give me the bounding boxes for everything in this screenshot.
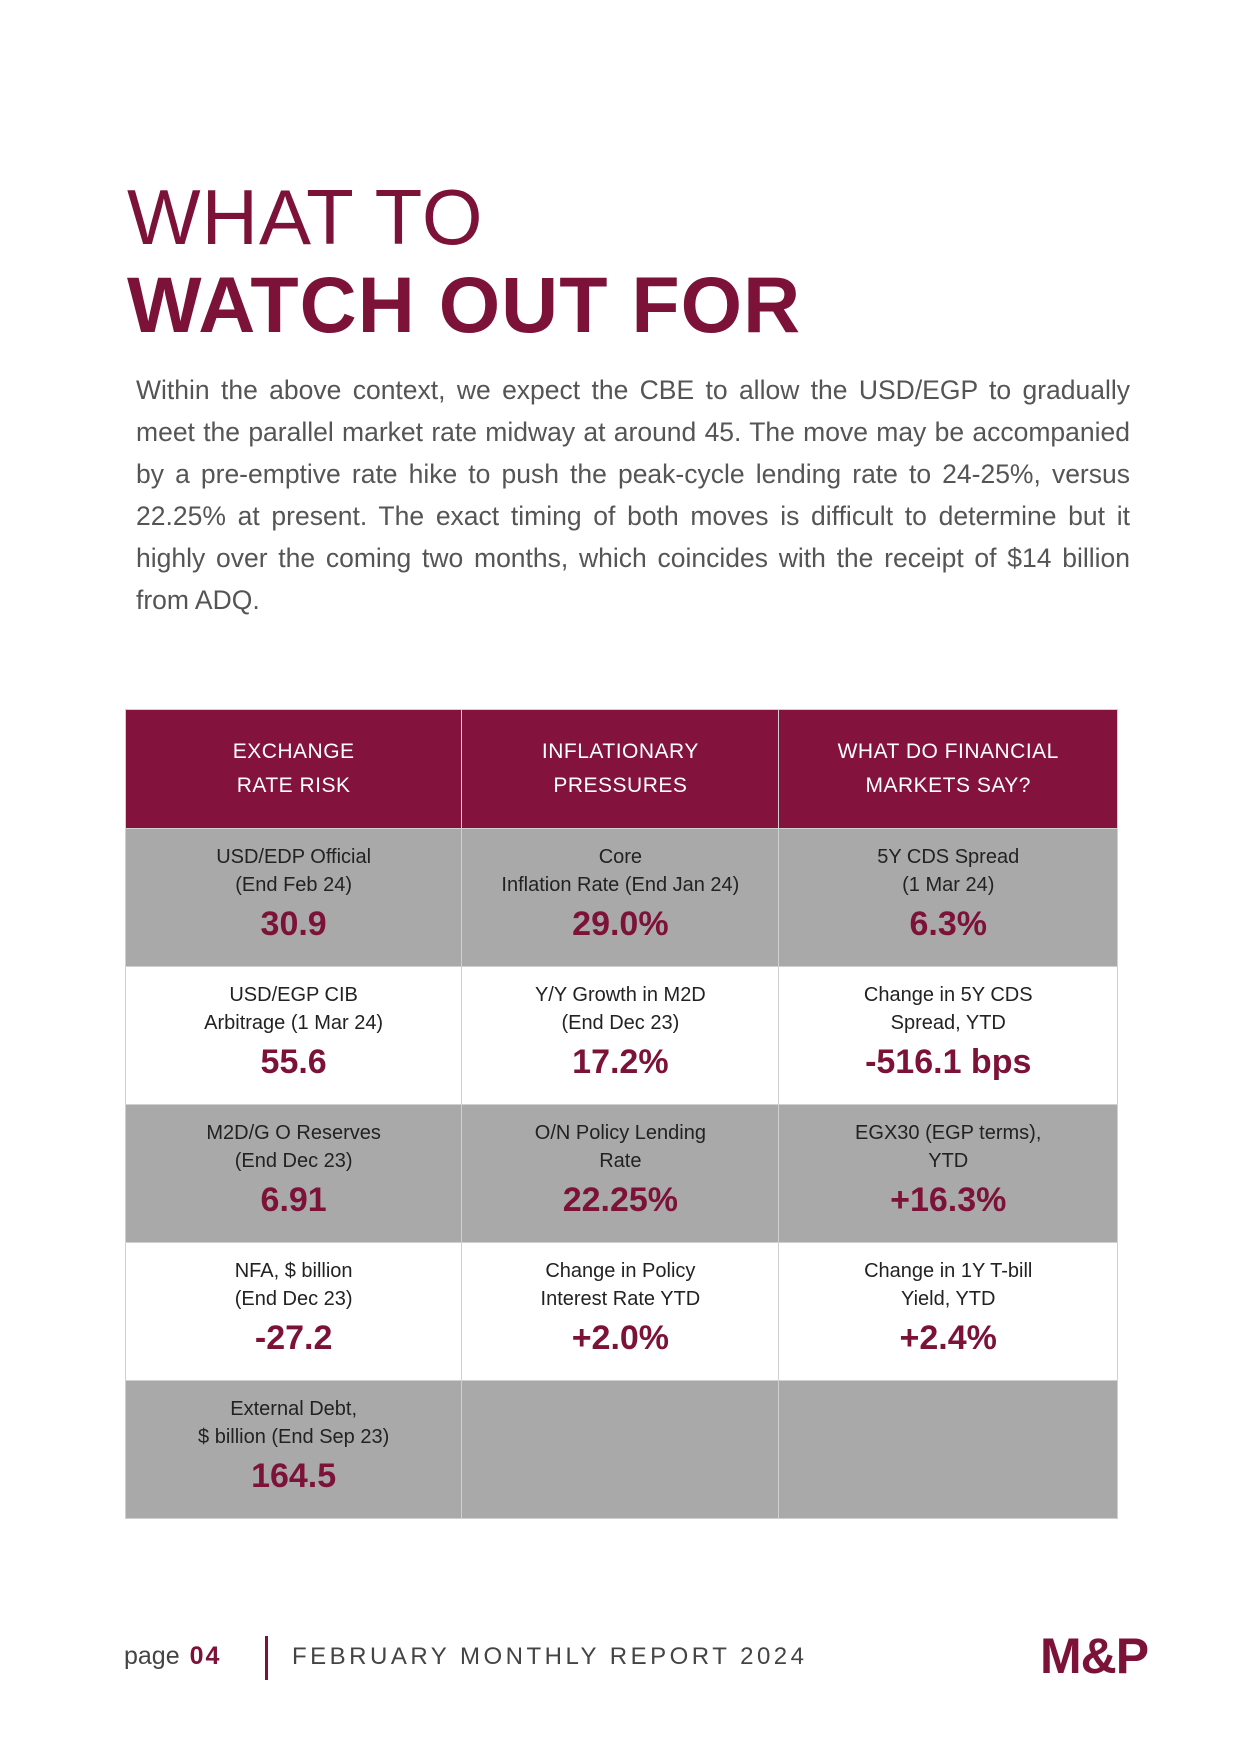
cell-label: Change in 5Y CDS Spread, YTD [863, 984, 1033, 1034]
table-cell: EGX30 (EGP terms), YTD +16.3% [778, 1104, 1118, 1243]
cell-value: 164.5 [251, 1457, 337, 1495]
table-cell: External Debt, $ billion (End Sep 23) 164… [124, 1380, 463, 1519]
cell-label: Change in 1Y T-bill Yield, YTD [864, 1260, 1033, 1310]
report-title: FEBRUARY MONTHLY REPORT 2024 [292, 1643, 808, 1670]
cell-value: -516.1 bps [865, 1043, 1032, 1081]
cell-label: USD/EDP Official (End Feb 24) [216, 846, 372, 896]
table-row: USD/EGP CIB Arbitrage (1 Mar 24) 55.6 Y/Y… [124, 966, 1118, 1105]
header-label: WHAT DO FINANCIAL MARKETS SAY? [837, 740, 1059, 797]
table-row: M2D/G O Reserves (End Dec 23) 6.91 O/N Po… [124, 1104, 1118, 1243]
table-cell: Change in Policy Interest Rate YTD +2.0% [461, 1242, 780, 1381]
table-cell: USD/EGP CIB Arbitrage (1 Mar 24) 55.6 [124, 966, 463, 1105]
table-cell: Core Inflation Rate (End Jan 24) 29.0% [461, 828, 780, 967]
cell-value: 29.0% [572, 905, 669, 943]
cell-value: +2.4% [899, 1319, 997, 1357]
header-label: INFLATIONARY PRESSURES [541, 740, 699, 797]
cell-label: External Debt, $ billion (End Sep 23) [198, 1398, 390, 1448]
brand-logo: M&P [1040, 1628, 1149, 1684]
table-cell: Y/Y Growth in M2D (End Dec 23) 17.2% [461, 966, 780, 1105]
cell-value: -27.2 [254, 1319, 333, 1357]
table-row: External Debt, $ billion (End Sep 23) 164… [124, 1380, 1118, 1519]
table-cell: Change in 5Y CDS Spread, YTD -516.1 bps [778, 966, 1118, 1105]
cell-label: EGX30 (EGP terms), YTD [855, 1122, 1042, 1172]
table-row: NFA, $ billion (End Dec 23) -27.2 Change … [124, 1242, 1118, 1381]
table-cell: 5Y CDS Spread (1 Mar 24) 6.3% [778, 828, 1118, 967]
header-exchange-rate-risk: EXCHANGE RATE RISK [124, 709, 463, 829]
table-cell: O/N Policy Lending Rate 22.25% [461, 1104, 780, 1243]
table-row: USD/EDP Official (End Feb 24) 30.9 Core I… [124, 828, 1118, 967]
cell-label: NFA, $ billion (End Dec 23) [234, 1260, 353, 1310]
table-header-row: EXCHANGE RATE RISK INFLATIONARY PRESSURE… [124, 709, 1118, 829]
cell-value: +2.0% [571, 1319, 670, 1357]
cell-value: +16.3% [890, 1181, 1007, 1219]
page-title: WHAT TO WATCH OUT FOR [127, 178, 801, 344]
cell-label: M2D/G O Reserves (End Dec 23) [206, 1122, 381, 1172]
page-number-label: page 04 [124, 1642, 221, 1671]
cell-label: USD/EGP CIB Arbitrage (1 Mar 24) [204, 984, 384, 1034]
table-cell: NFA, $ billion (End Dec 23) -27.2 [124, 1242, 463, 1381]
page-title-line1: WHAT TO [127, 173, 484, 261]
cell-value: 17.2% [572, 1043, 669, 1081]
metrics-table: EXCHANGE RATE RISK INFLATIONARY PRESSURE… [124, 709, 1118, 1519]
cell-label: Y/Y Growth in M2D (End Dec 23) [534, 984, 706, 1034]
page-word: page [124, 1642, 180, 1670]
table-cell: M2D/G O Reserves (End Dec 23) 6.91 [124, 1104, 463, 1243]
page-title-line2: WATCH OUT FOR [127, 260, 802, 349]
table-cell: Change in 1Y T-bill Yield, YTD +2.4% [778, 1242, 1118, 1381]
cell-label: 5Y CDS Spread (1 Mar 24) [877, 846, 1020, 896]
cell-label: Core Inflation Rate (End Jan 24) [501, 846, 740, 896]
table-cell-empty [778, 1380, 1118, 1519]
table-cell: USD/EDP Official (End Feb 24) 30.9 [124, 828, 463, 967]
cell-label: Change in Policy Interest Rate YTD [540, 1260, 701, 1310]
table-cell-empty [461, 1380, 780, 1519]
footer-divider [265, 1636, 268, 1680]
header-label: EXCHANGE RATE RISK [232, 740, 355, 797]
header-financial-markets: WHAT DO FINANCIAL MARKETS SAY? [778, 709, 1118, 829]
cell-value: 22.25% [562, 1181, 679, 1219]
cell-value: 6.3% [909, 905, 987, 943]
cell-value: 55.6 [260, 1043, 327, 1081]
page-number: 04 [189, 1642, 222, 1670]
cell-label: O/N Policy Lending Rate [534, 1122, 706, 1172]
header-inflationary-pressures: INFLATIONARY PRESSURES [461, 709, 780, 829]
cell-value: 6.91 [260, 1181, 327, 1219]
intro-paragraph: Within the above context, we expect the … [136, 375, 1130, 615]
cell-value: 30.9 [260, 905, 327, 943]
